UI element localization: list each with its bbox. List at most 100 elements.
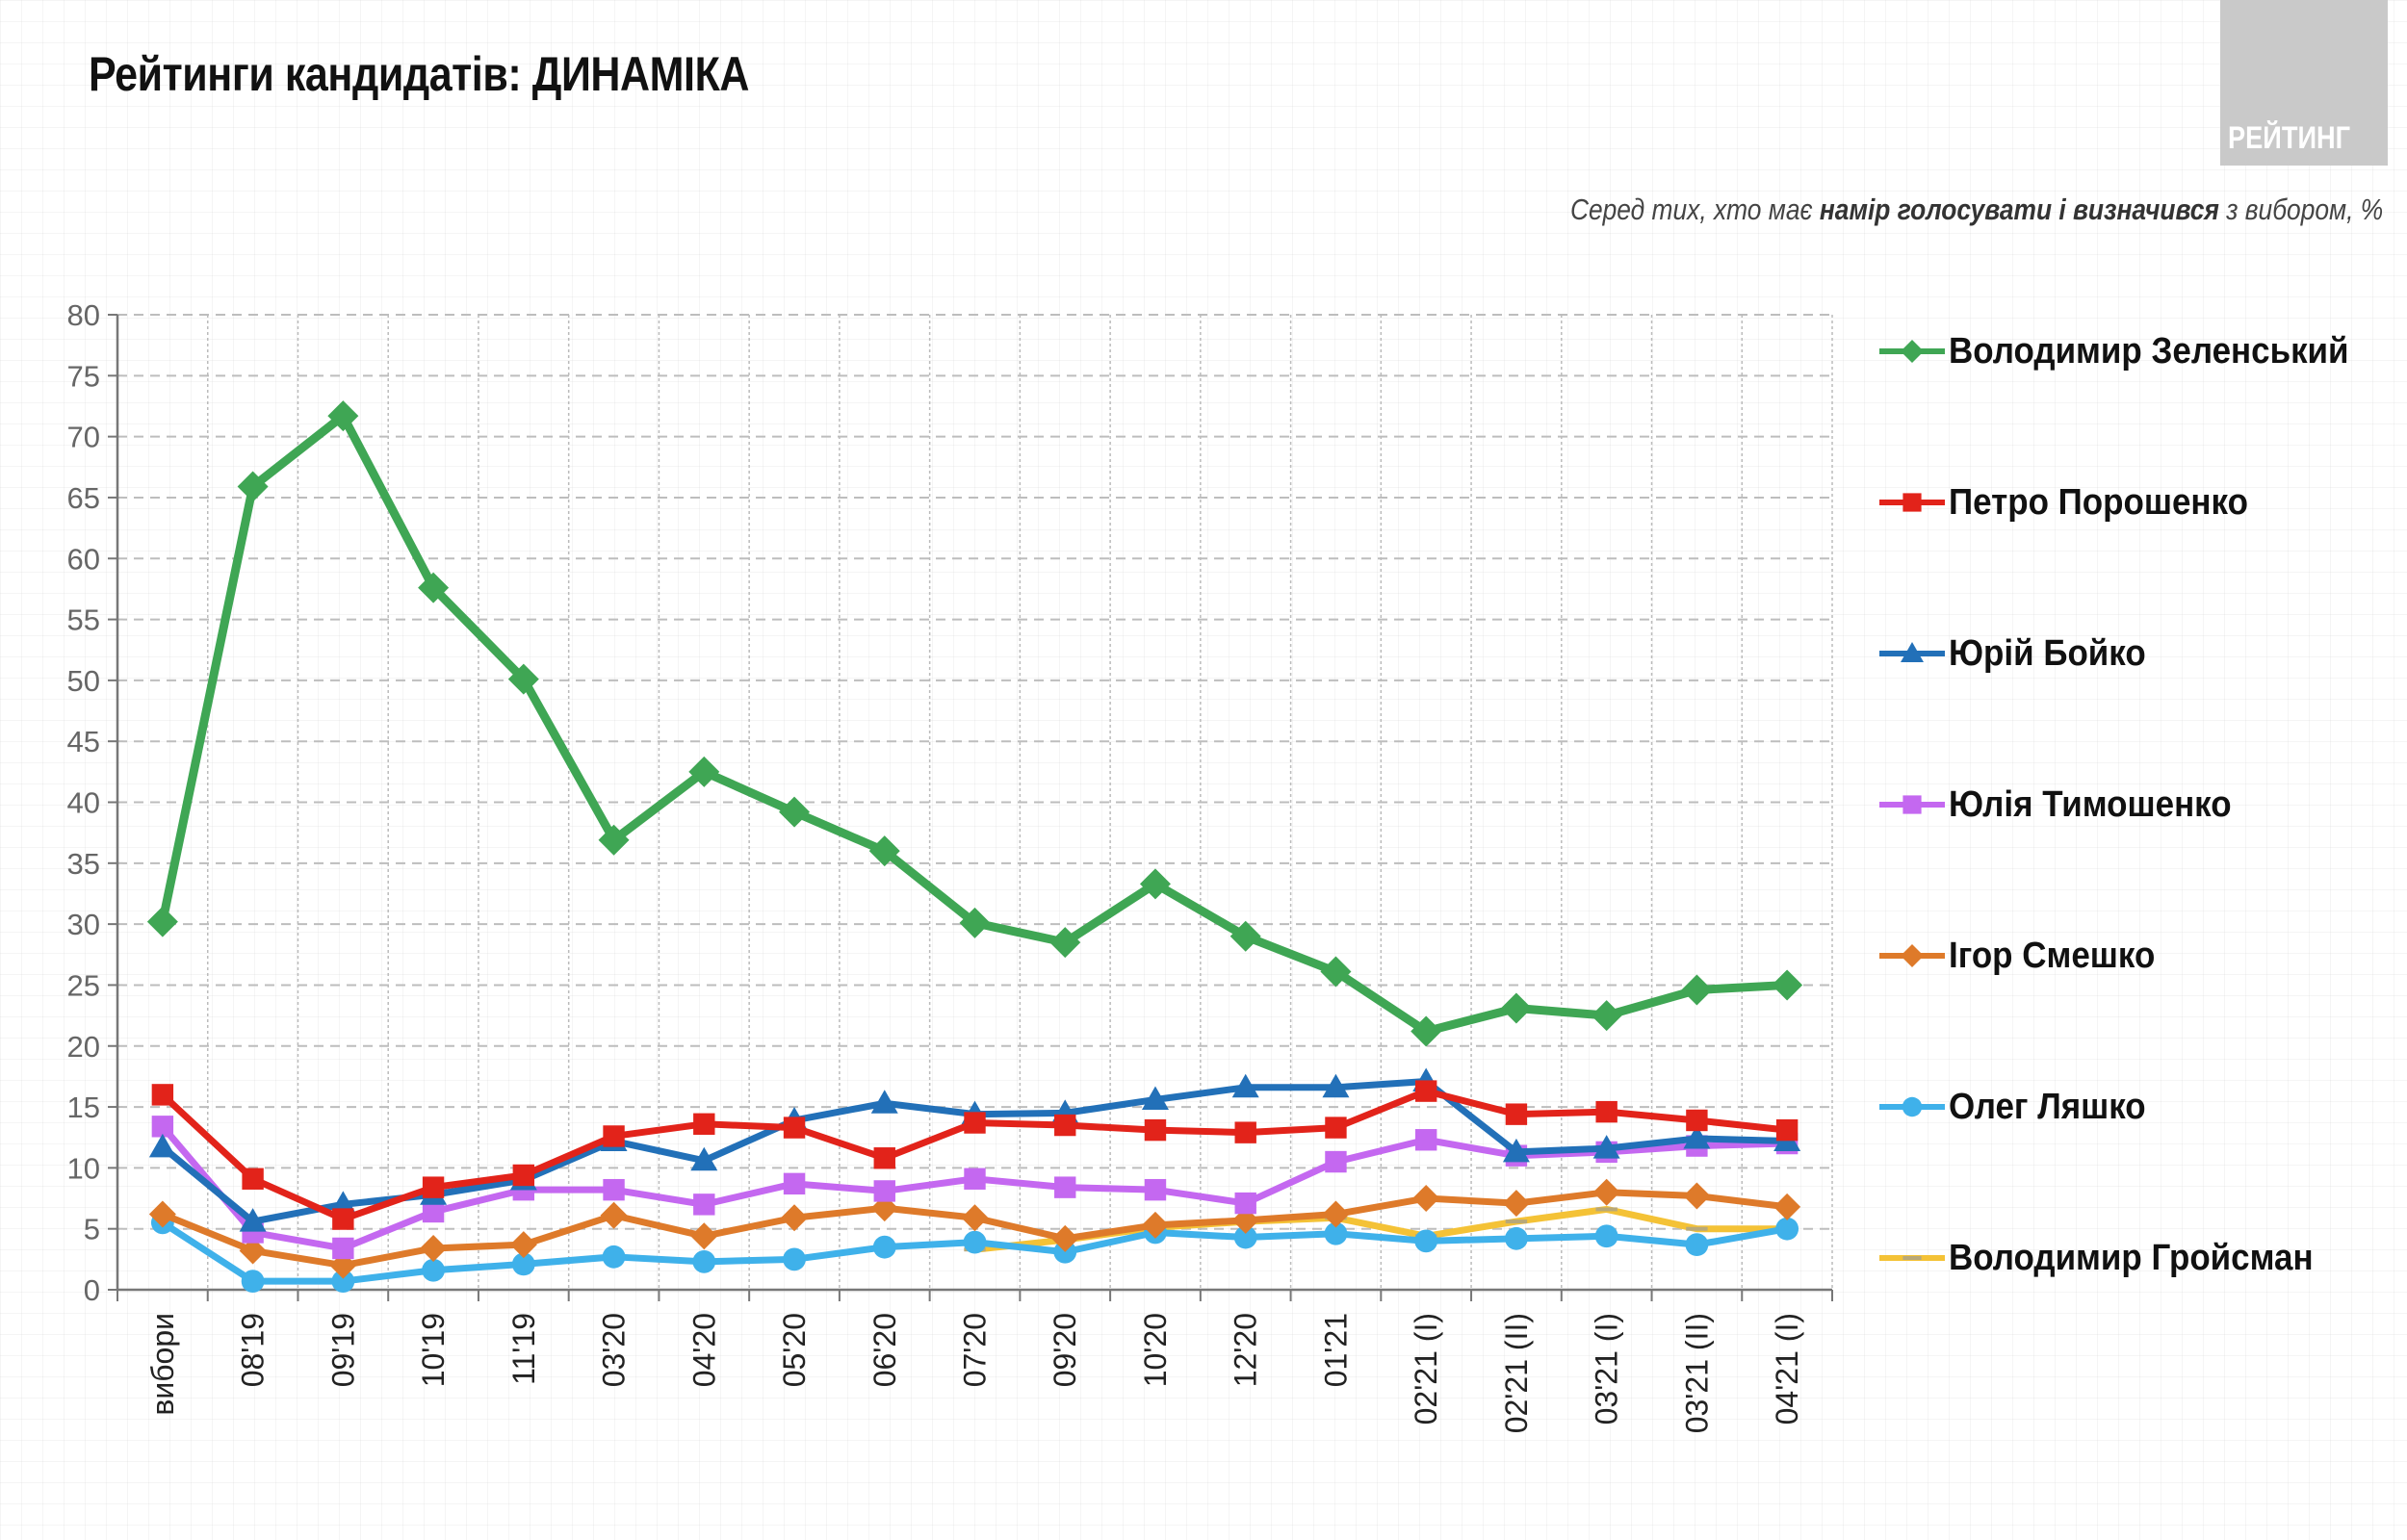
subtitle-post: з вибором, % <box>2218 192 2383 226</box>
data-point <box>1595 1207 1618 1212</box>
y-tick-label: 50 <box>67 664 100 698</box>
y-tick-label: 5 <box>84 1213 100 1246</box>
legend-swatch-icon <box>1879 340 1945 363</box>
x-tick-label: 08'19 <box>236 1313 271 1387</box>
series-4 <box>148 1178 1801 1279</box>
x-tick-label: 04'21 (I) <box>1770 1313 1804 1424</box>
data-point <box>1500 992 1532 1024</box>
data-point <box>237 471 269 502</box>
data-point <box>873 1180 895 1202</box>
data-point <box>332 1208 354 1230</box>
series-line <box>158 411 1788 1037</box>
x-tick-label: вибори <box>145 1313 180 1416</box>
data-point <box>783 1247 806 1271</box>
data-point <box>1591 1000 1622 1032</box>
data-point <box>1141 1211 1169 1239</box>
data-point <box>1049 927 1081 959</box>
data-point <box>332 1237 354 1260</box>
y-tick-label: 15 <box>67 1091 100 1124</box>
y-tick-label: 45 <box>67 725 100 758</box>
chart-legend: Володимир Зеленський Петро Порошенко Юрій … <box>1877 332 2397 1390</box>
legend-label: Володимир Зеленський <box>1949 331 2349 372</box>
y-tick-label: 35 <box>67 847 100 881</box>
legend-swatch-icon <box>1879 944 1945 967</box>
data-point <box>1144 1178 1167 1201</box>
data-point <box>1051 1224 1079 1252</box>
data-point <box>603 1125 625 1147</box>
data-point <box>148 1133 176 1158</box>
legend-swatch-icon <box>1879 642 1945 662</box>
data-point <box>598 824 630 856</box>
data-point <box>1412 1185 1440 1213</box>
data-point <box>1683 1124 1711 1149</box>
legend-item: Олег Ляшко <box>1877 1088 2397 1239</box>
data-point <box>964 1112 986 1134</box>
y-tick-label: 0 <box>84 1273 100 1307</box>
legend-label: Володимир Гройсман <box>1949 1238 2314 1278</box>
data-point <box>1772 969 1803 1001</box>
data-point <box>1322 1073 1350 1098</box>
data-point <box>148 1200 176 1228</box>
data-point <box>783 1116 806 1139</box>
y-tick-label: 60 <box>67 542 100 576</box>
data-point <box>1505 1219 1528 1224</box>
data-point <box>512 1164 535 1187</box>
x-tick-label: 03'21 (I) <box>1590 1313 1624 1424</box>
data-point <box>1320 956 1352 988</box>
legend-marker <box>1902 1096 1923 1117</box>
data-point <box>1233 1225 1257 1249</box>
chart-subtitle: Серед тих, хто має намір голосувати і ви… <box>1570 192 2383 227</box>
y-tick-label: 80 <box>67 298 100 332</box>
data-point <box>422 1176 445 1198</box>
data-point <box>693 1194 715 1216</box>
data-point <box>1595 1100 1618 1123</box>
data-point <box>1325 1116 1347 1139</box>
data-point <box>1325 1150 1347 1173</box>
y-tick-label: 20 <box>67 1030 100 1064</box>
x-tick-label: 01'21 <box>1318 1313 1353 1387</box>
legend-label: Олег Ляшко <box>1949 1087 2146 1127</box>
legend-swatch-icon <box>1879 493 1945 512</box>
data-point <box>1594 1224 1618 1248</box>
data-point <box>511 1252 535 1276</box>
data-point <box>1685 1233 1709 1257</box>
data-point <box>241 1270 265 1294</box>
data-point <box>242 1168 264 1190</box>
data-point <box>1054 1114 1076 1137</box>
data-point <box>1322 1200 1350 1228</box>
x-tick-label: 04'20 <box>686 1313 721 1387</box>
y-tick-label: 10 <box>67 1151 100 1185</box>
data-point <box>964 1168 986 1190</box>
data-point <box>1231 1073 1259 1098</box>
legend-swatch-icon <box>1879 1096 1945 1117</box>
x-tick-label: 02'21 (II) <box>1499 1313 1534 1433</box>
data-point <box>872 1235 896 1259</box>
data-point <box>331 1270 355 1294</box>
data-point <box>779 796 811 828</box>
legend-marker <box>1901 340 1924 363</box>
x-tick-label: 09'19 <box>325 1313 360 1387</box>
data-point <box>239 1237 267 1265</box>
data-point <box>1054 1176 1076 1198</box>
legend-item: Володимир Гройсман <box>1877 1239 2397 1390</box>
legend-label: Петро Порошенко <box>1949 482 2248 523</box>
data-point <box>781 1204 809 1232</box>
legend-marker <box>1901 944 1924 967</box>
data-point <box>1502 1190 1530 1218</box>
data-point <box>1324 1221 1348 1245</box>
data-point <box>420 1234 448 1262</box>
y-tick-label: 30 <box>67 908 100 941</box>
data-point <box>1414 1129 1437 1151</box>
subtitle-bold: намір голосувати і визначився <box>1819 192 2219 226</box>
data-point <box>963 1230 987 1254</box>
data-point <box>1144 1118 1167 1142</box>
y-tick-label: 65 <box>67 481 100 515</box>
series-1 <box>151 1080 1799 1230</box>
brand-logo: РЕЙТИНГ <box>2220 0 2388 166</box>
data-point <box>873 1147 895 1169</box>
y-tick-label: 70 <box>67 421 100 454</box>
x-tick-label: 06'20 <box>867 1313 902 1387</box>
data-point <box>422 1200 445 1223</box>
data-point <box>602 1245 626 1269</box>
data-point <box>1414 1080 1437 1102</box>
